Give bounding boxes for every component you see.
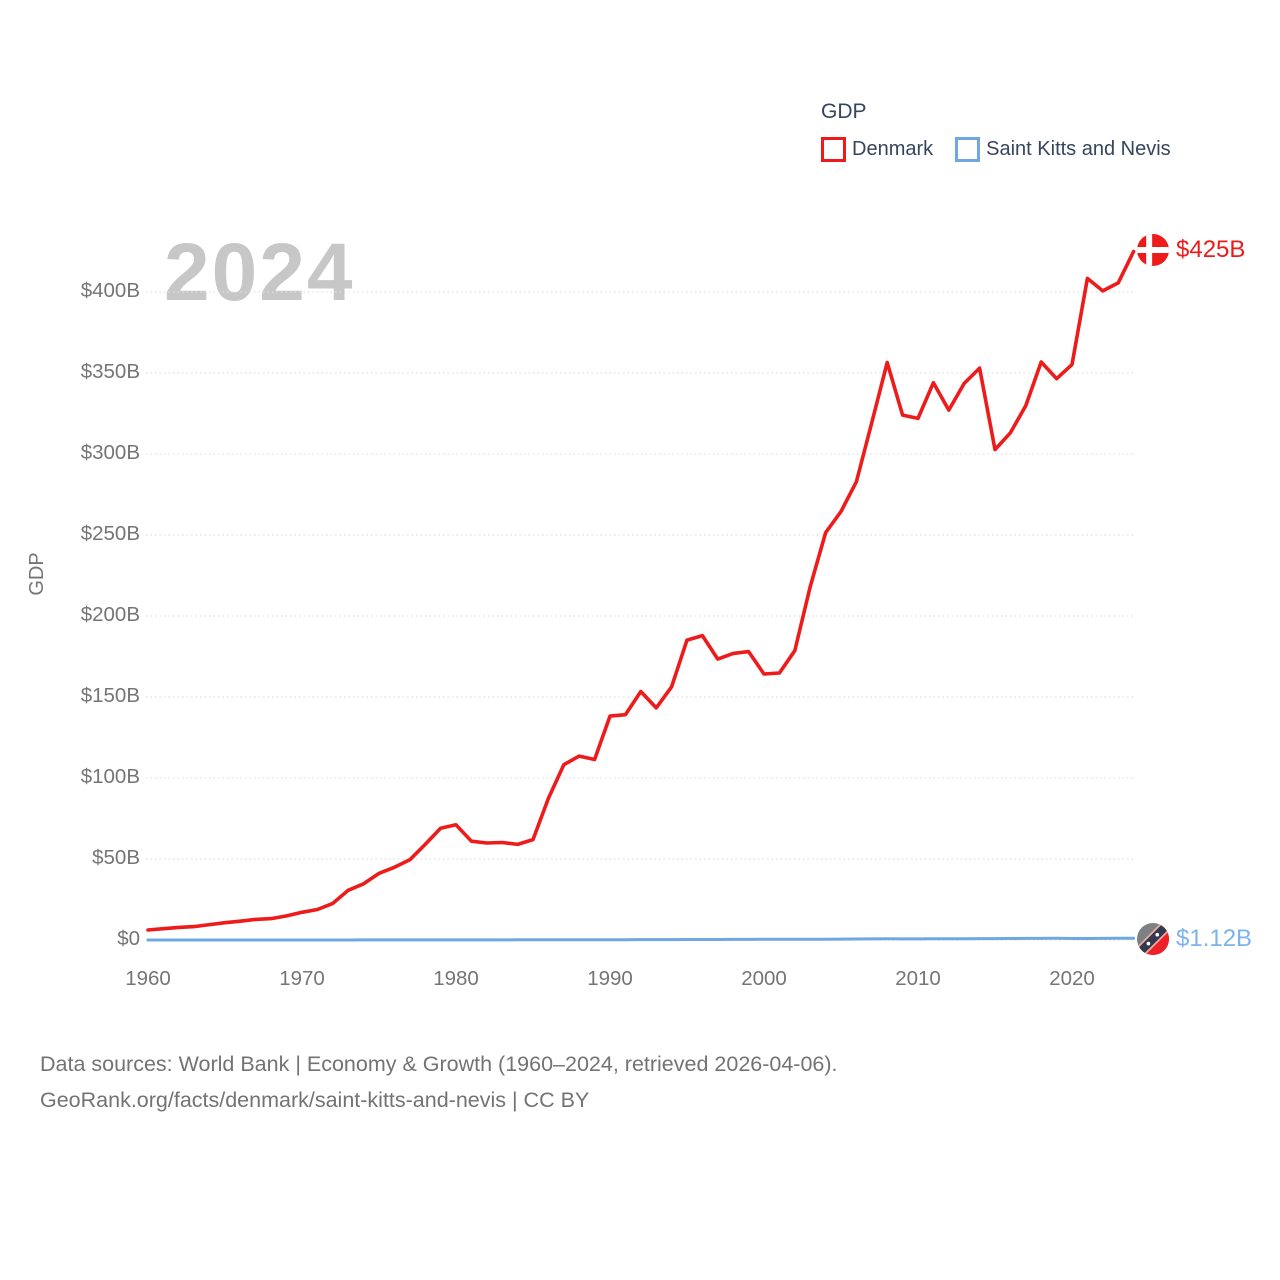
x-tick-label: 2020 — [1049, 967, 1095, 990]
denmark-end-value: $425B — [1176, 236, 1246, 263]
y-tick-label: $400B — [80, 279, 140, 302]
saint-kitts-end-label[interactable]: $1.12B — [1137, 923, 1252, 955]
x-tick-label: 2000 — [741, 967, 787, 990]
y-tick-label: $150B — [80, 684, 140, 707]
legend-label-denmark: Denmark — [852, 138, 934, 160]
footer-attribution-line: GeoRank.org/facts/denmark/saint-kitts-an… — [40, 1088, 590, 1112]
y-tick-label: $100B — [80, 765, 140, 788]
x-tick-label: 1970 — [279, 967, 325, 990]
x-tick-label: 1960 — [125, 967, 171, 990]
saint-kitts-end-value: $1.12B — [1176, 925, 1253, 952]
y-tick-label: $250B — [80, 522, 140, 545]
legend-item-denmark[interactable]: Denmark — [821, 137, 933, 162]
legend: GDP Denmark Saint Kitts and Nevis — [821, 100, 1171, 162]
denmark-flag-icon — [1137, 234, 1169, 266]
footer-source-line: Data sources: World Bank | Economy & Gro… — [40, 1052, 838, 1076]
saint-kitts-and-nevis-flag-icon — [1137, 923, 1169, 955]
y-axis-title: GDP — [25, 552, 48, 596]
x-tick-label: 2010 — [895, 967, 941, 990]
denmark-end-label[interactable]: $425B — [1137, 234, 1245, 266]
legend-label-saint-kitts: Saint Kitts and Nevis — [986, 138, 1171, 160]
y-tick-label: $350B — [80, 360, 140, 383]
footer: Data sources: World Bank | Economy & Gro… — [40, 1046, 838, 1118]
legend-row: Denmark Saint Kitts and Nevis — [821, 137, 1171, 162]
x-tick-label: 1980 — [433, 967, 479, 990]
saint-kitts-swatch-icon — [955, 137, 981, 162]
y-tick-label: $300B — [80, 441, 140, 464]
legend-title: GDP — [821, 100, 867, 123]
line-saint-kitts-and-nevis[interactable] — [146, 936, 1136, 942]
y-tick-label: $50B — [92, 846, 140, 869]
gridlines — [146, 291, 1134, 941]
line-denmark[interactable] — [146, 249, 1136, 932]
y-tick-label: $0 — [117, 927, 140, 950]
watermark-year: 2024 — [164, 227, 355, 318]
y-tick-label: $200B — [80, 603, 140, 626]
legend-item-saint-kitts-and-nevis[interactable]: Saint Kitts and Nevis — [955, 137, 1171, 162]
denmark-swatch-icon — [821, 137, 846, 162]
x-tick-label: 1990 — [587, 967, 633, 990]
